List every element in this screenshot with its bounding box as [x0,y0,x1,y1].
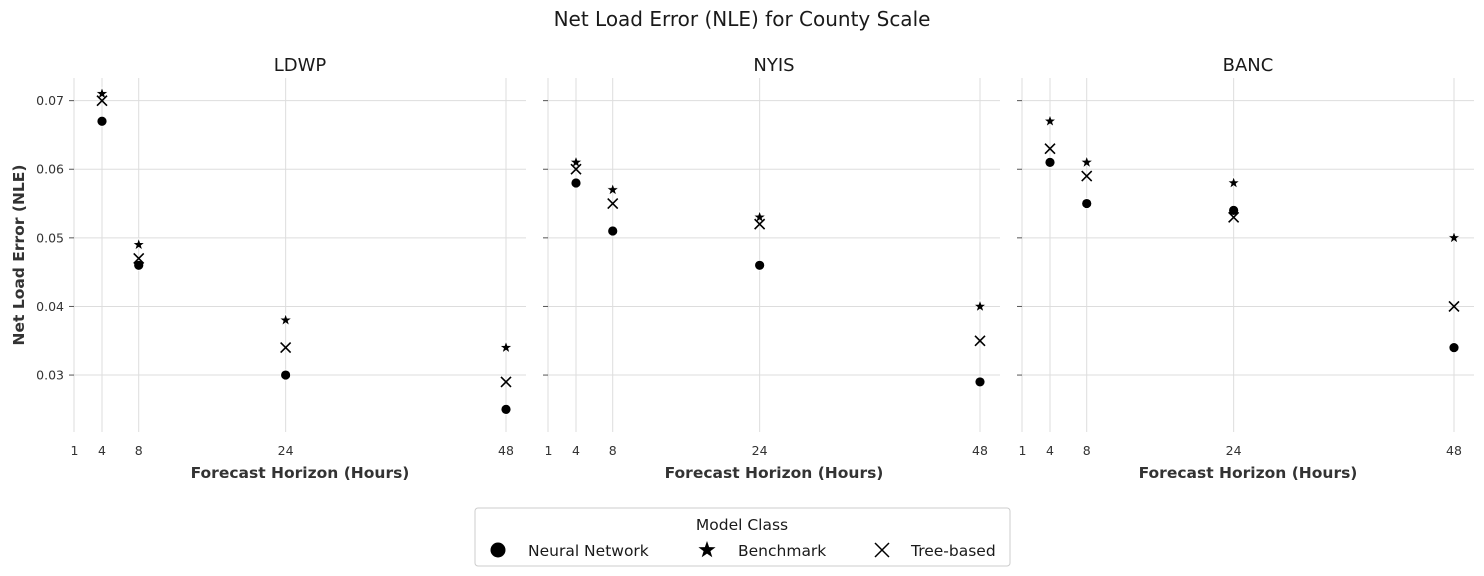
tree-based-point [754,218,766,230]
x-tick-label: 1 [1018,443,1026,458]
x-tick-label: 4 [572,443,580,458]
x-tick-label: 1 [70,443,78,458]
x-tick-label: 48 [972,443,988,458]
legend-marker-neural-network [490,542,506,558]
legend-label: Tree-based [910,542,996,560]
benchmark-point [1447,230,1461,244]
y-tick-label: 0.03 [36,368,64,383]
neural-network-point [1228,205,1240,216]
x-tick-label: 4 [98,443,106,458]
benchmark-point [1043,114,1057,128]
tree-based-point [1081,170,1093,182]
tree-based-point [500,376,512,388]
tree-based-point [1044,143,1056,155]
tree-based-point [1448,300,1460,313]
benchmark-point [605,182,620,196]
neural-network-point [754,259,766,271]
tree-based-point [570,163,582,175]
benchmark-point [95,86,109,100]
x-axis-label: Forecast Horizon (Hours) [1139,464,1358,482]
x-axis-label: Forecast Horizon (Hours) [191,464,410,482]
y-tick-label: 0.05 [36,230,64,245]
legend-label: Benchmark [738,542,826,560]
y-tick-label: 0.06 [36,162,64,177]
neural-network-point [280,369,292,381]
x-tick-label: 8 [135,443,143,458]
neural-network-point [570,177,582,189]
panel-title: LDWP [274,55,327,76]
legend-marker-tree-based [874,542,890,558]
neural-network-point [1081,198,1093,209]
x-tick-label: 1 [544,443,552,458]
figure-title: Net Load Error (NLE) for County Scale [554,7,931,31]
panel-title: NYIS [753,55,794,76]
neural-network-point [1448,342,1460,354]
benchmark-point [1079,155,1094,169]
tree-based-point [280,342,292,354]
legend-title: Model Class [696,516,788,534]
neural-network-point [500,403,512,415]
neural-network-point [133,259,145,271]
y-axis-label: Net Load Error (NLE) [10,165,28,346]
x-tick-label: 8 [1083,443,1091,458]
neural-network-point [974,376,986,388]
benchmark-point [1226,175,1241,189]
x-tick-label: 24 [752,443,768,458]
tree-based-point [607,197,619,210]
x-tick-label: 24 [1226,443,1242,458]
x-axis-label: Forecast Horizon (Hours) [665,464,884,482]
x-tick-label: 8 [609,443,617,458]
y-tick-label: 0.07 [36,93,64,108]
neural-network-point [1044,156,1056,168]
y-tick-label: 0.04 [36,299,64,314]
benchmark-point [752,210,767,224]
tree-based-point [96,95,108,107]
legend-box [474,507,1011,567]
benchmark-point [973,299,987,313]
benchmark-point [569,155,583,169]
legend-marker-benchmark [698,541,716,558]
tree-based-point [133,252,145,264]
panel-title: BANC [1223,55,1274,76]
tree-based-point [974,335,986,347]
x-tick-label: 24 [278,443,294,458]
x-tick-label: 48 [498,443,514,458]
benchmark-point [278,313,293,326]
x-tick-label: 48 [1446,443,1462,458]
legend-label: Neural Network [528,542,649,560]
neural-network-point [96,115,108,127]
neural-network-point [607,225,619,237]
legend: Model Class Neural Network Benchmark Tree-b… [474,507,1011,567]
benchmark-point [499,340,513,354]
x-tick-label: 4 [1046,443,1054,458]
tree-based-point [1228,211,1240,223]
benchmark-point [131,237,146,251]
